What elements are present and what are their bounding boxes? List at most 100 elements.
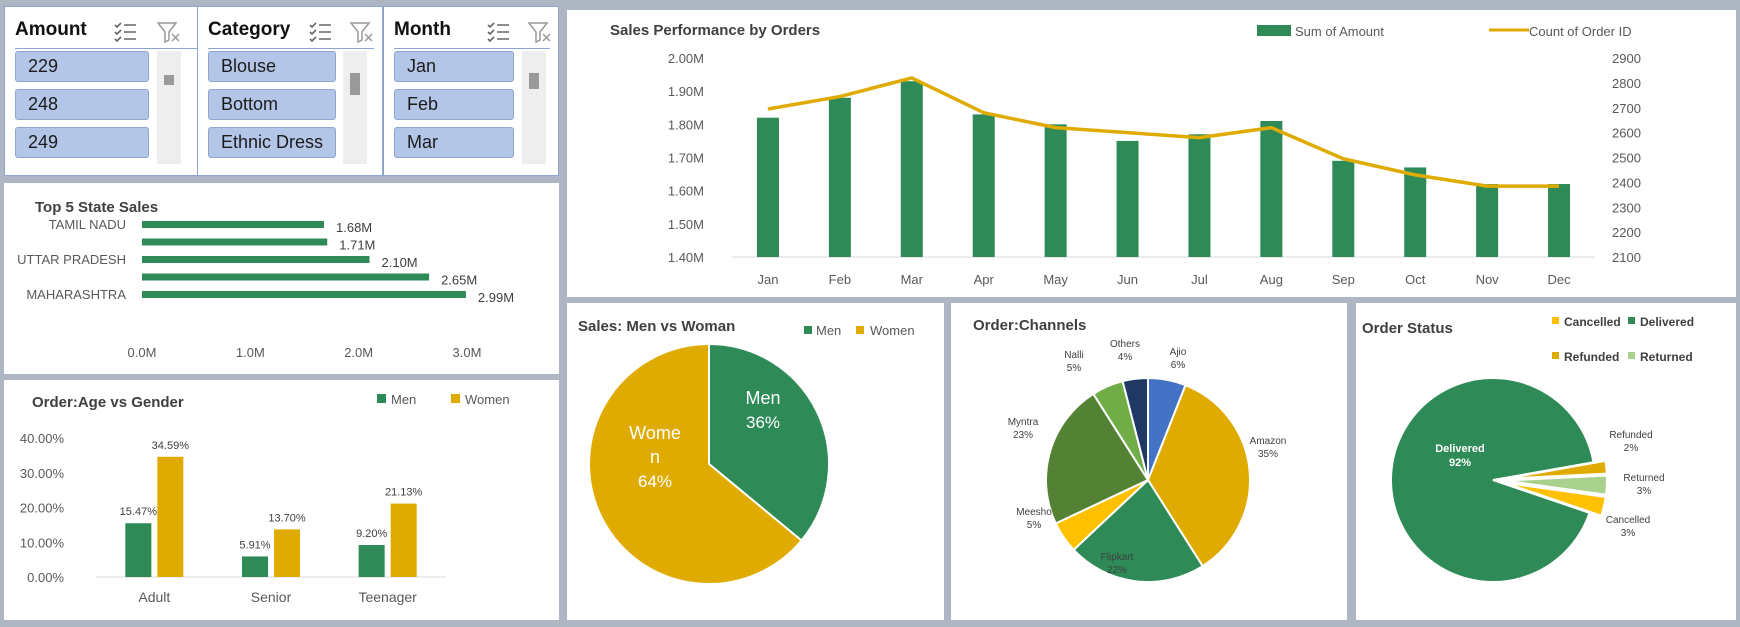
- y-tick-label: 30.00%: [20, 466, 65, 481]
- sales-bar: [1332, 160, 1355, 257]
- slice-pct: 64%: [638, 472, 672, 491]
- y-tick-label: 10.00%: [20, 535, 65, 550]
- amount-slicer: Amount 229 248 249: [4, 6, 224, 176]
- chart-title: Order:Channels: [973, 317, 1087, 334]
- data-label: 15.47%: [120, 506, 158, 518]
- slicer-scrollbar[interactable]: [157, 51, 181, 164]
- slicer-item[interactable]: 248: [15, 89, 149, 120]
- y-tick-label-right: 2300: [1612, 200, 1641, 215]
- x-tick-label: Jul: [1191, 272, 1208, 287]
- x-tick-label: Nov: [1476, 272, 1500, 287]
- data-label: 21.13%: [385, 487, 423, 499]
- slicer-item[interactable]: Bottom: [208, 89, 336, 120]
- y-tick-label-right: 2200: [1612, 225, 1641, 240]
- slice-pct: 5%: [1067, 363, 1082, 374]
- slicer-item[interactable]: Ethnic Dress: [208, 127, 336, 158]
- slice-label: Others: [1110, 339, 1140, 350]
- slicer-item[interactable]: 249: [15, 127, 149, 158]
- multi-select-icon[interactable]: [113, 21, 137, 43]
- x-tick-label: Mar: [901, 272, 924, 287]
- gender-slice: [708, 342, 830, 542]
- slicer-item[interactable]: Blouse: [208, 51, 336, 82]
- clear-filter-icon[interactable]: [528, 21, 552, 43]
- y-tick-label-left: 1.80M: [668, 117, 704, 132]
- clear-filter-icon[interactable]: [350, 21, 374, 43]
- status-slice: [1504, 481, 1607, 517]
- slicer-title: Month: [394, 19, 451, 40]
- slicer-scrollbar[interactable]: [343, 51, 367, 164]
- legend-swatch-bar: [1257, 25, 1291, 36]
- x-tick-label: May: [1043, 272, 1068, 287]
- gender-bar: [242, 556, 268, 577]
- sales-bar: [756, 117, 779, 257]
- slice-label: Refunded: [1609, 430, 1652, 441]
- state-label: TAMIL NADU: [49, 217, 126, 232]
- state-label: MAHARASHTRA: [26, 287, 126, 302]
- y-tick-label-right: 2700: [1612, 101, 1641, 116]
- x-tick-label: Teenager: [358, 589, 417, 605]
- slicer-item[interactable]: Mar: [394, 127, 514, 158]
- y-tick-label-left: 1.50M: [668, 217, 704, 232]
- slice-pct: 3%: [1637, 486, 1652, 497]
- scroll-thumb[interactable]: [164, 75, 174, 85]
- gender-bar: [274, 529, 300, 577]
- data-label: 2.65M: [441, 273, 477, 288]
- slicer-item[interactable]: 229: [15, 51, 149, 82]
- y-tick-label-left: 1.60M: [668, 184, 704, 199]
- y-tick-label: 20.00%: [20, 501, 65, 516]
- y-tick-label-left: 1.90M: [668, 84, 704, 99]
- chart-title: Top 5 State Sales: [35, 199, 159, 216]
- multi-select-icon[interactable]: [308, 21, 332, 43]
- x-tick-label: Jun: [1117, 272, 1138, 287]
- slice-label: Returned: [1623, 473, 1664, 484]
- data-label: 1.68M: [336, 220, 372, 235]
- legend-swatch: [1628, 317, 1635, 324]
- age-gender-panel: Order:Age vs Gender 0.00% 10.00% 20.00% 30.…: [4, 380, 559, 620]
- slice-pct: 35%: [1258, 449, 1278, 460]
- slicer-item[interactable]: Feb: [394, 89, 514, 120]
- data-label: 2.99M: [478, 290, 514, 305]
- sales-bar: [1116, 140, 1139, 257]
- slice-label: Nalli: [1064, 350, 1083, 361]
- gender-bar: [157, 456, 184, 577]
- channel-slice: [1045, 392, 1150, 525]
- legend-label: Women: [465, 392, 510, 407]
- sales-bar: [1476, 184, 1499, 257]
- legend-label: Returned: [1640, 350, 1693, 364]
- gender-bar: [125, 523, 152, 577]
- sales-bar: [972, 114, 995, 257]
- slice-pct: 36%: [746, 413, 780, 432]
- slice-label: n: [650, 447, 660, 467]
- order-status-chart: Delivered 92% Refunded 2% Returned 3% Cancelle…: [1390, 315, 1694, 583]
- legend-label: Men: [816, 323, 841, 338]
- slicer-title: Amount: [15, 19, 87, 40]
- legend-label: Delivered: [1640, 315, 1694, 329]
- multi-select-icon[interactable]: [486, 21, 510, 43]
- sales-bar: [1548, 184, 1571, 257]
- y-tick-label-right: 2800: [1612, 76, 1641, 91]
- channel-slice: [1072, 478, 1205, 583]
- clear-filter-icon[interactable]: [157, 21, 181, 43]
- chart-title: Sales: Men vs Woman: [578, 318, 736, 335]
- gender-bar: [358, 545, 385, 577]
- legend-swatch: [856, 326, 864, 334]
- scroll-thumb[interactable]: [350, 73, 360, 95]
- slice-pct: 2%: [1624, 443, 1639, 454]
- slice-label: Myntra: [1008, 417, 1039, 428]
- orders-line: [767, 76, 1560, 188]
- slicer-scrollbar[interactable]: [522, 51, 546, 164]
- slice-label: Men: [745, 388, 780, 408]
- x-tick-label: 0.0M: [128, 345, 157, 360]
- scroll-thumb[interactable]: [529, 73, 539, 89]
- y-tick-label-left: 1.40M: [668, 250, 704, 265]
- age-gender-chart: 0.00% 10.00% 20.00% 30.00% 40.00% 15.47% 34.59…: [20, 392, 510, 605]
- x-tick-label: Apr: [974, 272, 995, 287]
- y-tick-label-right: 2100: [1612, 250, 1641, 265]
- slicer-item[interactable]: Jan: [394, 51, 514, 82]
- chart-title: Order:Age vs Gender: [32, 394, 184, 411]
- sales-performance-panel: Sales Performance by Orders 1.40M 1.50M 1.…: [567, 10, 1736, 297]
- channel-slice: [1146, 383, 1251, 568]
- slice-pct: 5%: [1027, 520, 1042, 531]
- sales-bar: [828, 97, 851, 257]
- legend-swatch: [1552, 352, 1559, 359]
